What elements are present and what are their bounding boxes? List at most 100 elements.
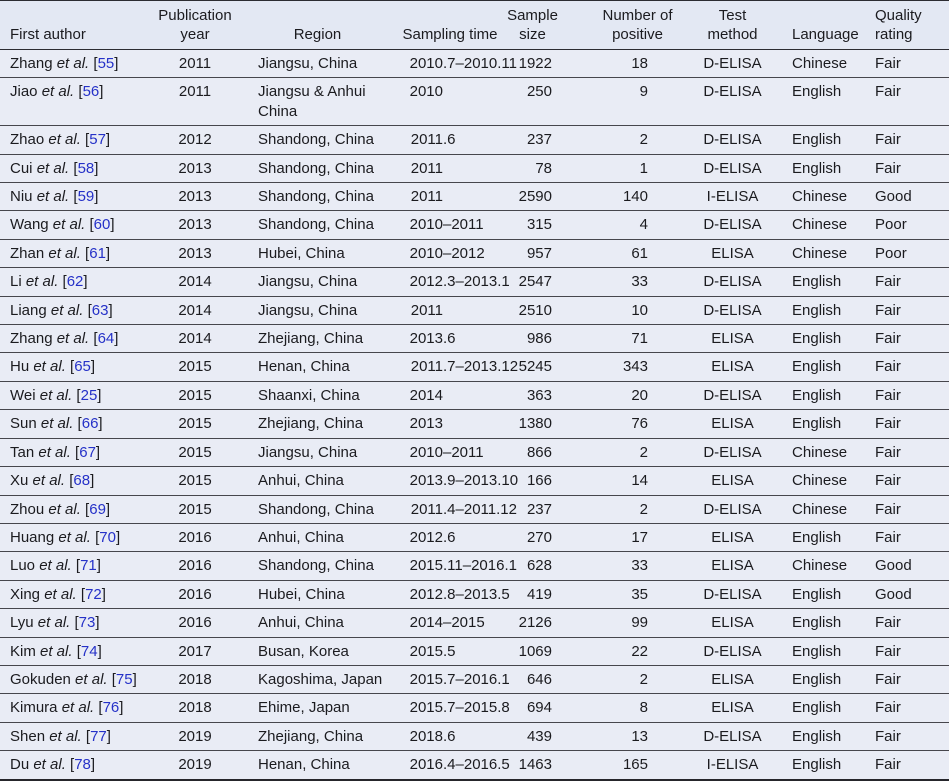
citation-link[interactable]: 65 xyxy=(74,358,91,376)
citation-link[interactable]: 61 xyxy=(89,244,106,262)
etal-text: et al. xyxy=(49,727,82,745)
cell-number-of-positive: 99 xyxy=(631,614,648,632)
sampling-year: 2011 xyxy=(410,159,443,177)
citation-link[interactable]: 73 xyxy=(78,614,96,632)
etal-text: et al. xyxy=(61,699,95,717)
cell-language: English xyxy=(792,756,842,774)
sampling-year: 2011 xyxy=(410,500,443,518)
cell-region: Jiangsu, China xyxy=(258,55,358,72)
table-row: Huang et al. [70] 2016 Anhui, China 2012.6 2… xyxy=(0,523,949,552)
sampling-rest: .11–2016.1 xyxy=(443,557,517,575)
etal-text: et al. xyxy=(25,273,59,291)
cell-number-of-positive: 2 xyxy=(639,443,648,461)
citation-link[interactable]: 56 xyxy=(82,83,100,101)
cell-language: English xyxy=(792,727,842,745)
cell-sampling-time: 2015.11–2016.1 xyxy=(395,552,517,580)
cell-sample-size: 986 xyxy=(526,330,552,348)
table-row: Wei et al. [25] 2015 Shaanxi, China 2014 363… xyxy=(0,381,949,410)
cell-test-method: ELISA xyxy=(711,358,754,376)
cell-sampling-time: 2013 xyxy=(395,410,505,438)
citation-link[interactable]: 77 xyxy=(90,727,107,745)
cell-number-of-positive: 10 xyxy=(631,301,648,319)
table-row: Shen et al. [77] 2019 Zhejiang, China 2018.… xyxy=(0,722,949,751)
citation-link[interactable]: 75 xyxy=(115,670,133,688)
cell-first-author: Wang et al. [60] xyxy=(10,216,115,234)
citation-link[interactable]: 62 xyxy=(66,273,84,291)
cell-sampling-time: 2013.9–2013.10 xyxy=(395,467,518,495)
cell-test-method: ELISA xyxy=(711,528,754,546)
citation-link[interactable]: 74 xyxy=(80,642,98,660)
citation-link[interactable]: 72 xyxy=(85,585,102,603)
cell-test-method: ELISA xyxy=(711,699,754,717)
cell-region: Jiangsu, China xyxy=(258,273,358,291)
cell-publication-year: 2015 xyxy=(178,358,212,376)
cell-region: Shandong, China xyxy=(258,216,374,234)
cell-region: Shandong, China xyxy=(258,159,374,177)
author-name: Hu xyxy=(10,358,34,376)
author-name: Wang xyxy=(10,216,53,234)
cell-publication-year: 2017 xyxy=(178,642,212,660)
citation-link[interactable]: 71 xyxy=(80,557,97,575)
cell-quality-rating: Fair xyxy=(875,273,901,291)
sampling-year: 2010 xyxy=(409,216,443,234)
cell-sample-size: 694 xyxy=(526,699,552,717)
cell-sample-size: 2547 xyxy=(518,273,552,291)
author-name: Zhao xyxy=(10,131,49,149)
cell-number-of-positive: 35 xyxy=(631,585,648,603)
etal-text: et al. xyxy=(40,415,74,433)
cell-language: Chinese xyxy=(792,472,848,490)
cell-language: English xyxy=(792,670,842,688)
cell-region: Zhejiang, China xyxy=(258,330,364,348)
sampling-rest: .7–2015.8 xyxy=(443,699,510,717)
citation-link[interactable]: 66 xyxy=(81,415,99,433)
cell-sample-size: 270 xyxy=(526,528,552,546)
citation-link[interactable]: 25 xyxy=(80,386,98,404)
citation-link[interactable]: 55 xyxy=(97,55,115,72)
citation-link[interactable]: 68 xyxy=(73,472,91,490)
cell-test-method: ELISA xyxy=(711,472,754,490)
cell-sampling-time: 2014–2015 xyxy=(395,609,505,637)
sampling-year: 2015 xyxy=(409,699,443,717)
cell-number-of-positive: 2 xyxy=(639,670,648,688)
cell-region: Anhui, China xyxy=(258,472,344,490)
etal-text: et al. xyxy=(48,244,81,262)
cell-number-of-positive: 71 xyxy=(631,330,648,348)
author-name: Lyu xyxy=(10,614,38,632)
cell-quality-rating: Fair xyxy=(875,301,901,319)
table-row: Cui et al. [58] 2013 Shandong, China 2011 78… xyxy=(0,154,949,183)
etal-text: et al. xyxy=(33,358,66,376)
cell-publication-year: 2016 xyxy=(178,557,212,575)
cell-publication-year: 2015 xyxy=(178,443,212,461)
citation-link[interactable]: 57 xyxy=(89,131,106,149)
col-header-sampling-time: Sampling time xyxy=(402,26,498,43)
etal-text: et al. xyxy=(36,159,70,177)
cell-publication-year: 2011 xyxy=(178,83,212,101)
citation-link[interactable]: 67 xyxy=(79,443,96,461)
citation-link[interactable]: 60 xyxy=(93,216,111,234)
citation-link[interactable]: 59 xyxy=(77,188,95,206)
author-name: Shen xyxy=(10,727,50,745)
citation-link[interactable]: 76 xyxy=(102,699,120,717)
table-row: Hu et al. [65] 2015 Henan, China 2011.7–201… xyxy=(0,353,949,382)
cell-region: Hubei, China xyxy=(258,244,345,262)
cell-quality-rating: Fair xyxy=(875,642,901,660)
cell-language: Chinese xyxy=(792,188,848,206)
cell-region: Anhui, China xyxy=(258,614,344,632)
citation-link[interactable]: 58 xyxy=(77,159,95,177)
citation-link[interactable]: 64 xyxy=(97,330,115,348)
cell-number-of-positive: 140 xyxy=(622,188,648,206)
citation-link[interactable]: 69 xyxy=(89,500,106,518)
author-name: Gokuden xyxy=(10,670,76,688)
author-name: Tan xyxy=(10,443,39,461)
citation-link[interactable]: 78 xyxy=(74,756,91,774)
table-row: Du et al. [78] 2019 Henan, China 2016.4–201… xyxy=(0,751,949,780)
cell-sampling-time: 2015.7–2015.8 xyxy=(395,694,510,722)
cell-region: Kagoshima, Japan xyxy=(258,670,383,688)
citation-link[interactable]: 63 xyxy=(91,301,109,319)
cell-sampling-time: 2010.7–2010.11 xyxy=(395,50,517,78)
cell-sampling-time: 2010–2011 xyxy=(395,438,505,466)
cell-region: Shandong, China xyxy=(258,188,374,206)
cell-language: English xyxy=(792,358,842,376)
citation-link[interactable]: 70 xyxy=(99,528,116,546)
sampling-rest: –2015 xyxy=(443,614,485,632)
